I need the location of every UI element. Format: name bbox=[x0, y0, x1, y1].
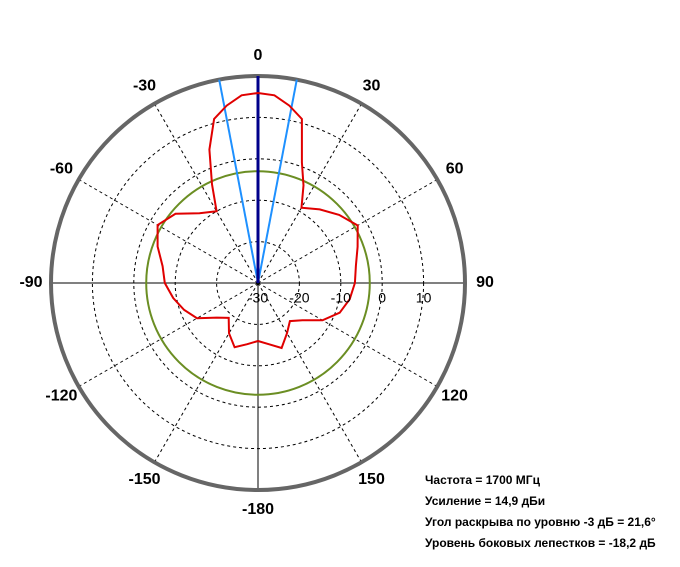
grid-spoke bbox=[257, 282, 438, 387]
angle-label: -120 bbox=[45, 388, 77, 405]
annotation: Частота = 1700 МГц bbox=[425, 473, 541, 487]
annotation: Угол раскрыва по уровню -3 дБ = 21,6° bbox=[425, 515, 656, 529]
grid-spoke bbox=[78, 179, 259, 284]
annotation: Усиление = 14,9 дБи bbox=[425, 494, 545, 508]
angle-label: 30 bbox=[363, 78, 381, 95]
radial-tick-label: 0 bbox=[378, 290, 386, 306]
pattern-line bbox=[156, 91, 359, 350]
grid-spoke bbox=[257, 103, 362, 284]
angle-label: -180 bbox=[242, 501, 274, 518]
angle-label: 120 bbox=[441, 388, 468, 405]
grid-spoke bbox=[257, 282, 362, 463]
radial-tick-label: -30 bbox=[248, 290, 268, 306]
beam-line bbox=[257, 79, 298, 284]
angle-label: 0 bbox=[254, 47, 263, 64]
grid-spoke bbox=[78, 282, 259, 387]
radial-tick-label: 10 bbox=[416, 290, 432, 306]
angle-label: -150 bbox=[128, 471, 160, 488]
angle-label: 150 bbox=[358, 471, 385, 488]
grid-spoke bbox=[154, 103, 259, 284]
angle-label: -30 bbox=[133, 78, 156, 95]
angle-label: 90 bbox=[476, 274, 494, 291]
radial-tick-label: -10 bbox=[331, 290, 351, 306]
grid-spoke bbox=[154, 282, 259, 463]
annotation: Уровень боковых лепестков = -18,2 дБ bbox=[425, 536, 656, 550]
beam-line bbox=[218, 79, 259, 284]
angle-label: -60 bbox=[50, 161, 73, 178]
grid-spoke bbox=[257, 179, 438, 284]
radial-tick-label: -20 bbox=[289, 290, 309, 306]
angle-label: 60 bbox=[446, 161, 464, 178]
angle-label: -90 bbox=[19, 274, 42, 291]
